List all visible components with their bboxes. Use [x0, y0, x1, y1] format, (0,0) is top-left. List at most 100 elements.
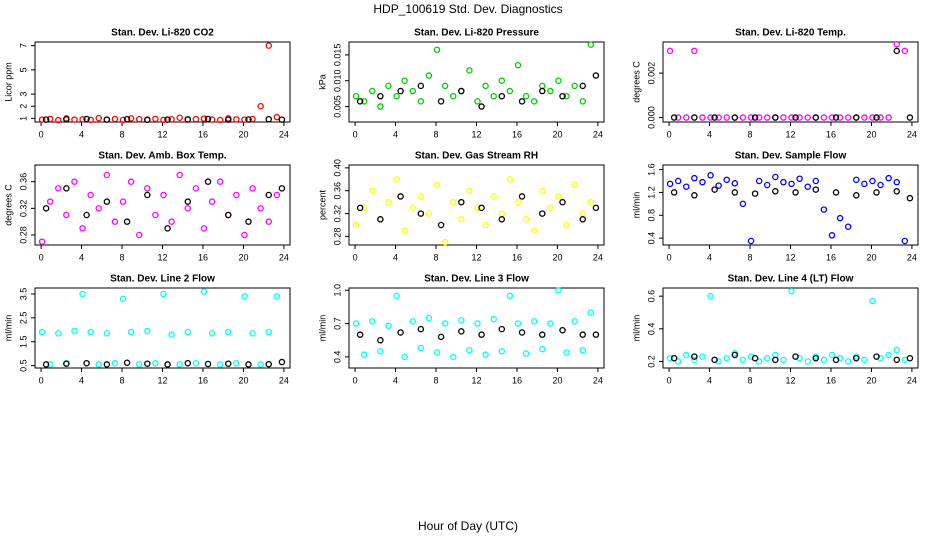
x-tick-label: 20: [866, 129, 876, 139]
data-point: [587, 198, 595, 206]
data-point: [723, 354, 731, 362]
data-point: [87, 191, 94, 199]
plot-frame: [34, 164, 291, 246]
data-point: [417, 210, 425, 217]
data-point: [245, 218, 252, 225]
data-point: [208, 198, 216, 205]
data-point: [466, 187, 473, 194]
data-point: [893, 356, 901, 364]
data-point: [425, 210, 433, 217]
data-point: [707, 292, 714, 300]
x-tick-label: 20: [552, 129, 562, 139]
x-tick-label: 20: [866, 252, 876, 262]
data-point: [71, 178, 78, 185]
data-point: [555, 286, 562, 294]
data-point: [417, 82, 425, 90]
data-point: [539, 210, 546, 217]
data-point: [691, 114, 698, 121]
data-point: [683, 114, 690, 121]
data-point: [123, 359, 131, 366]
data-point: [458, 316, 465, 324]
data-point: [352, 320, 360, 327]
data-point: [38, 116, 46, 123]
data-point: [755, 177, 763, 185]
data-point: [356, 331, 364, 338]
data-point: [144, 191, 151, 199]
data-point: [804, 114, 811, 121]
data-point: [152, 359, 159, 367]
data-point: [788, 180, 795, 188]
data-point: [579, 346, 587, 354]
data-point: [103, 116, 111, 123]
data-point: [466, 346, 473, 354]
data-point: [152, 115, 159, 123]
y-axis-label: percent: [317, 189, 327, 220]
x-tick-label: 8: [748, 375, 753, 385]
data-point: [208, 330, 216, 337]
data-point: [530, 227, 538, 234]
data-point: [449, 92, 457, 100]
data-point: [160, 116, 167, 124]
data-point: [820, 206, 828, 213]
data-point: [579, 98, 587, 105]
data-point: [490, 92, 497, 100]
data-point: [385, 322, 392, 330]
data-point: [360, 98, 368, 105]
data-point: [38, 238, 46, 245]
data-point: [135, 231, 143, 239]
x-tick-label: 16: [512, 129, 522, 139]
y-tick-label: 0.40: [332, 159, 342, 177]
data-point: [79, 225, 86, 232]
data-point: [666, 47, 674, 55]
data-point: [592, 204, 600, 212]
data-point: [901, 47, 909, 55]
data-point: [522, 92, 530, 100]
data-point: [877, 114, 884, 121]
data-point: [670, 354, 678, 362]
data-point: [820, 114, 828, 121]
x-tick-label: 8: [120, 129, 125, 139]
x-tick-label: 0: [353, 252, 358, 262]
data-point: [514, 320, 522, 327]
x-tick-label: 12: [157, 129, 167, 139]
data-point: [832, 114, 840, 121]
data-point: [184, 116, 192, 123]
data-point: [144, 116, 151, 124]
y-tick-label: 1.0: [332, 284, 342, 297]
data-point: [71, 327, 78, 335]
y-tick-label: 0.32: [332, 205, 342, 223]
data-point: [539, 331, 546, 338]
data-point: [763, 114, 771, 121]
data-point: [780, 356, 787, 364]
data-point: [715, 114, 722, 121]
data-point: [441, 320, 449, 327]
data-point: [820, 356, 828, 364]
y-tick-label: 0.015: [332, 44, 342, 67]
data-point: [356, 98, 364, 105]
data-point: [792, 353, 799, 360]
data-point: [225, 360, 232, 367]
y-axis-label: ml/min: [631, 315, 641, 342]
data-point: [192, 185, 200, 192]
data-point: [474, 204, 481, 212]
data-point: [397, 193, 404, 200]
data-point: [164, 225, 171, 232]
panel-title: Stan. Dev. Gas Stream RH: [415, 151, 538, 162]
data-point: [458, 328, 465, 335]
data-point: [539, 345, 546, 353]
data-point: [563, 349, 570, 356]
data-point: [731, 351, 739, 359]
x-tick-label: 16: [826, 375, 836, 385]
data-point: [409, 318, 416, 325]
data-point: [352, 221, 360, 229]
data-point: [739, 200, 747, 208]
data-point: [111, 115, 119, 123]
data-point: [127, 178, 135, 185]
data-point: [563, 221, 570, 229]
data-point: [723, 114, 731, 121]
data-point: [377, 216, 384, 223]
data-point: [796, 114, 803, 121]
data-point: [751, 114, 759, 121]
data-point: [42, 361, 50, 368]
plot-frame: [34, 41, 291, 123]
